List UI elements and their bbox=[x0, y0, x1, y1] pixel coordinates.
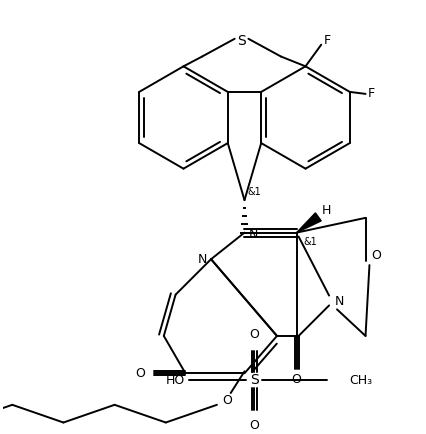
Text: O: O bbox=[371, 249, 380, 262]
Text: S: S bbox=[249, 373, 258, 387]
Text: N: N bbox=[248, 228, 257, 241]
Text: F: F bbox=[323, 34, 330, 47]
Text: O: O bbox=[249, 329, 259, 342]
Text: S: S bbox=[236, 34, 245, 48]
Text: CH₃: CH₃ bbox=[348, 374, 371, 387]
Text: F: F bbox=[367, 87, 374, 100]
Text: N: N bbox=[197, 253, 207, 266]
Text: &1: &1 bbox=[303, 237, 317, 247]
Text: HO: HO bbox=[166, 374, 185, 387]
Text: O: O bbox=[249, 419, 259, 432]
Text: &1: &1 bbox=[247, 187, 261, 197]
Text: O: O bbox=[291, 373, 301, 386]
Text: N: N bbox=[334, 295, 344, 308]
Text: O: O bbox=[222, 395, 231, 408]
Text: O: O bbox=[135, 367, 145, 380]
Text: H: H bbox=[321, 204, 330, 217]
Polygon shape bbox=[296, 213, 320, 233]
